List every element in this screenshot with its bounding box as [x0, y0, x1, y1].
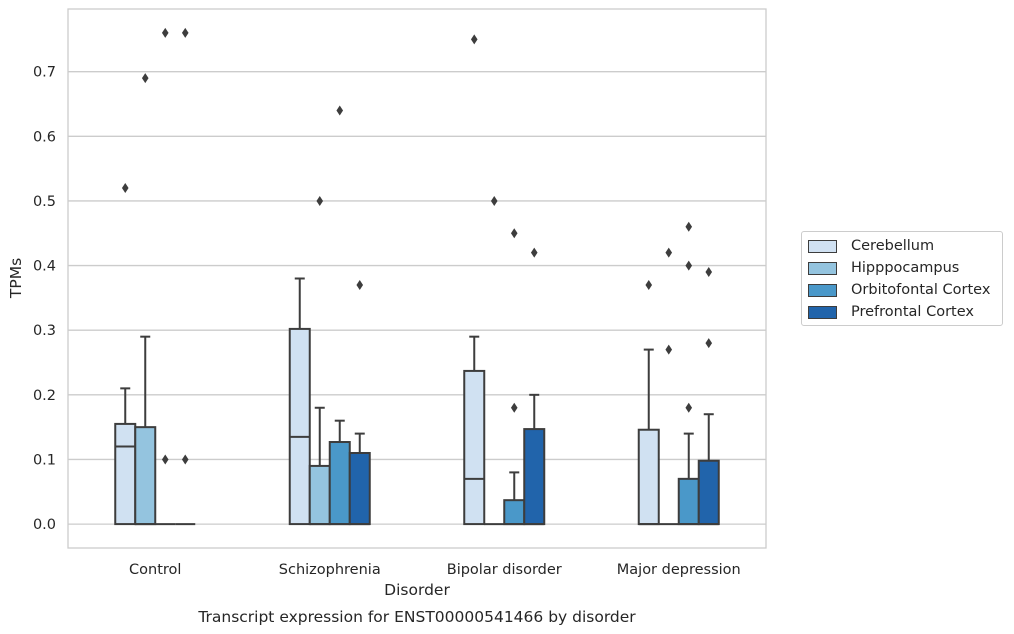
outlier-orbitofontal-cortex-control-0 — [161, 454, 169, 465]
box-body-cerebellum-bipolar-disorder — [463, 369, 486, 526]
outlier-hipppocampus-major-depression-1 — [665, 247, 673, 258]
box-orbitofontal-cortex-schizophrenia — [328, 419, 351, 526]
legend-label-orbitofrontal: Orbitofontal Cortex — [851, 282, 991, 298]
box-prefrontal-cortex-schizophrenia — [348, 432, 371, 526]
outlier-prefrontal-cortex-schizophrenia-0 — [356, 279, 364, 290]
x-axis-label: Disorder — [384, 581, 450, 599]
outliers — [121, 27, 713, 465]
legend-label-hippocampus: Hipppocampus — [851, 260, 960, 276]
x-tick-label-control: Control — [129, 562, 181, 578]
outlier-cerebellum-bipolar-disorder-0 — [470, 34, 478, 45]
legend: Cerebellum Hipppocampus Orbitofontal Cor… — [801, 231, 1003, 326]
legend-label-cerebellum: Cerebellum — [851, 238, 935, 254]
outlier-cerebellum-control-0 — [121, 183, 129, 194]
legend-item-cerebellum: Cerebellum — [808, 236, 934, 256]
x-tick-label-schizophrenia: Schizophrenia — [279, 562, 381, 578]
gridlines — [68, 71, 766, 525]
box-body-prefrontal-cortex-bipolar-disorder — [523, 428, 546, 526]
box-cerebellum-bipolar-disorder — [463, 335, 486, 526]
legend-swatch-cerebellum — [808, 239, 837, 253]
y-tick-label-2: 0.2 — [33, 388, 56, 404]
box-body-orbitofontal-cortex-major-depression — [677, 477, 700, 526]
y-tick-label-0: 0.0 — [33, 517, 56, 533]
box-prefrontal-cortex-bipolar-disorder — [523, 393, 546, 526]
box-body-orbitofontal-cortex-bipolar-disorder — [503, 499, 526, 526]
x-tick-label-bipolar-disorder: Bipolar disorder — [447, 562, 562, 578]
box-cerebellum-control — [114, 387, 137, 526]
box-prefrontal-cortex-major-depression — [697, 413, 720, 526]
legend-label-prefrontal: Prefrontal Cortex — [851, 304, 974, 320]
box-cerebellum-schizophrenia — [288, 277, 311, 526]
outlier-hipppocampus-major-depression-0 — [665, 344, 673, 355]
outlier-cerebellum-major-depression-0 — [645, 279, 653, 290]
outlier-orbitofontal-cortex-schizophrenia-0 — [336, 105, 344, 116]
outlier-hipppocampus-control-0 — [141, 73, 149, 84]
box-body-prefrontal-cortex-schizophrenia — [348, 451, 371, 526]
x-tick-labels: Control Schizophrenia Bipolar disorder Majo… — [129, 562, 741, 578]
chart-caption: Transcript expression for ENST0000054146… — [197, 608, 636, 626]
box-body-prefrontal-cortex-major-depression — [697, 459, 720, 526]
box-cerebellum-major-depression — [637, 348, 660, 526]
legend-item-orbitofrontal: Orbitofontal Cortex — [808, 280, 990, 300]
outlier-orbitofontal-cortex-major-depression-2 — [685, 221, 693, 232]
box-body-cerebellum-schizophrenia — [288, 327, 311, 526]
outlier-orbitofontal-cortex-bipolar-disorder-0 — [510, 402, 518, 413]
outlier-hipppocampus-schizophrenia-0 — [316, 195, 324, 206]
y-axis-label: TPMs — [7, 258, 25, 299]
y-tick-labels: 0.0 0.1 0.2 0.3 0.4 0.5 0.6 0.7 — [33, 65, 56, 533]
outlier-orbitofontal-cortex-control-1 — [161, 27, 169, 38]
box-body-cerebellum-major-depression — [637, 428, 660, 526]
y-tick-label-1: 0.1 — [33, 452, 56, 468]
legend-swatch-hippocampus — [808, 261, 837, 275]
box-orbitofontal-cortex-bipolar-disorder — [503, 471, 526, 526]
outlier-prefrontal-cortex-major-depression-0 — [705, 338, 713, 349]
box-hipppocampus-schizophrenia — [308, 406, 331, 526]
legend-item-prefrontal: Prefrontal Cortex — [808, 302, 974, 322]
x-tick-label-major-depression: Major depression — [617, 562, 741, 578]
outlier-orbitofontal-cortex-bipolar-disorder-1 — [510, 228, 518, 239]
outlier-hipppocampus-bipolar-disorder-0 — [490, 195, 498, 206]
y-tick-label-6: 0.6 — [33, 129, 56, 145]
legend-swatch-prefrontal — [808, 305, 837, 319]
box-body-cerebellum-control — [114, 422, 137, 526]
box-hipppocampus-control — [134, 335, 157, 526]
y-tick-label-4: 0.4 — [33, 259, 56, 275]
legend-swatch-orbitofrontal — [808, 283, 837, 297]
y-tick-label-5: 0.5 — [33, 194, 56, 210]
outlier-prefrontal-cortex-control-1 — [181, 27, 189, 38]
outlier-prefrontal-cortex-control-0 — [181, 454, 189, 465]
box-body-hipppocampus-schizophrenia — [308, 464, 331, 526]
y-tick-label-7: 0.7 — [33, 65, 56, 81]
box-body-orbitofontal-cortex-schizophrenia — [328, 441, 351, 526]
plot-frame — [67, 8, 767, 549]
outlier-orbitofontal-cortex-major-depression-1 — [685, 260, 693, 271]
y-tick-label-3: 0.3 — [33, 323, 56, 339]
box-body-hipppocampus-control — [134, 426, 157, 526]
outlier-prefrontal-cortex-major-depression-1 — [705, 267, 713, 278]
box-orbitofontal-cortex-major-depression — [677, 432, 700, 526]
boxes — [114, 277, 720, 526]
legend-item-hippocampus: Hipppocampus — [808, 258, 959, 278]
outlier-prefrontal-cortex-bipolar-disorder-0 — [530, 247, 538, 258]
outlier-orbitofontal-cortex-major-depression-0 — [685, 402, 693, 413]
